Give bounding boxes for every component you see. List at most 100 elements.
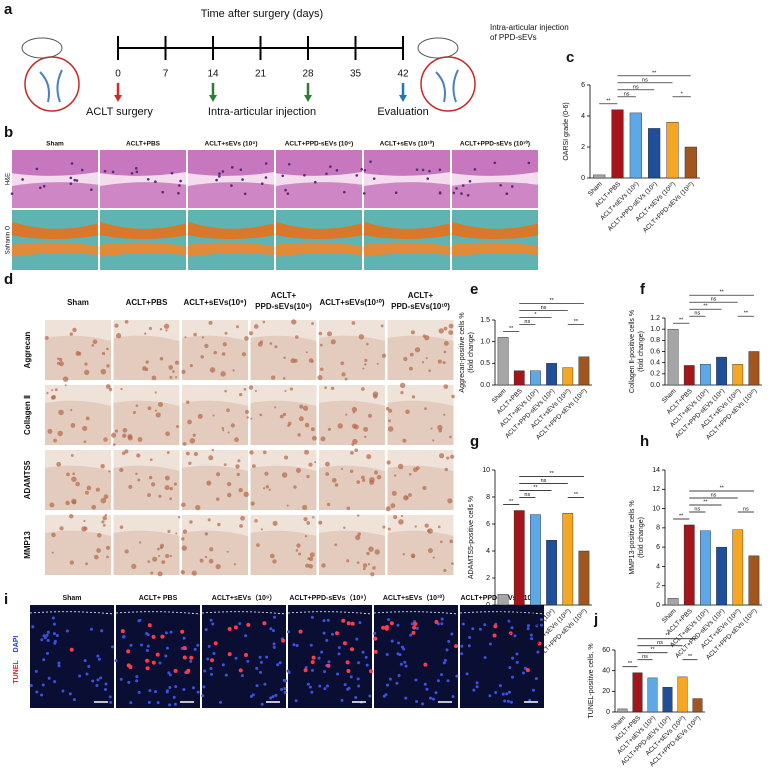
stain <box>286 504 289 507</box>
nucleus <box>523 666 527 670</box>
y-tick-label: 2 <box>581 144 585 151</box>
stain <box>302 405 309 411</box>
nucleus <box>397 674 401 678</box>
micrograph <box>385 450 455 512</box>
nucleus <box>337 652 341 656</box>
stain <box>106 364 110 368</box>
stain <box>106 555 109 559</box>
stain <box>193 451 199 457</box>
stain <box>233 563 236 566</box>
nucleus <box>434 691 438 695</box>
cell <box>281 174 284 178</box>
stain <box>111 432 117 438</box>
nucleus <box>219 700 223 704</box>
stain <box>226 481 232 487</box>
nucleus <box>40 638 44 642</box>
bar <box>593 174 606 179</box>
y-tick-label: 0.6 <box>650 348 660 355</box>
stain <box>408 493 412 497</box>
bar <box>611 109 624 179</box>
stain <box>121 451 126 456</box>
nucleus <box>440 622 444 626</box>
nucleus <box>318 684 322 688</box>
stain <box>127 435 133 441</box>
stain <box>289 387 294 391</box>
stain <box>86 485 92 491</box>
stain <box>376 474 382 480</box>
cell <box>264 176 268 179</box>
cell <box>287 163 291 166</box>
cell <box>460 192 463 195</box>
tunel-cell <box>126 663 131 668</box>
tissue <box>276 150 362 176</box>
significance-label: ns <box>541 478 547 484</box>
tunel-cell <box>389 621 394 626</box>
tissue <box>113 400 180 445</box>
stain <box>195 504 201 511</box>
cell <box>461 184 465 187</box>
stain <box>284 390 287 393</box>
stain <box>451 394 455 399</box>
tissue <box>387 400 454 445</box>
stain <box>405 409 410 415</box>
nucleus <box>135 679 139 683</box>
cell <box>329 165 332 168</box>
stain <box>83 519 86 523</box>
nucleus <box>308 685 312 689</box>
micrograph <box>111 385 180 446</box>
stain <box>105 384 111 389</box>
micrograph <box>100 210 186 270</box>
y-tick-label: 0.0 <box>480 382 490 389</box>
stain <box>414 525 417 528</box>
nucleus <box>193 647 197 651</box>
y-tick-label: 6 <box>486 521 490 528</box>
nucleus <box>447 639 451 643</box>
nucleus <box>415 626 419 630</box>
micrograph <box>100 150 186 208</box>
tissue <box>387 335 454 380</box>
nucleus <box>238 622 242 626</box>
nucleus <box>148 689 152 693</box>
micrograph <box>201 605 288 708</box>
cartilage <box>12 222 98 240</box>
stain <box>449 539 454 544</box>
bar <box>578 550 590 606</box>
stain <box>440 540 443 544</box>
stain <box>189 520 193 524</box>
nucleus <box>212 651 216 655</box>
y-axis-label: (fold change) <box>468 332 475 373</box>
cell <box>468 179 472 183</box>
panel-label: g <box>470 433 479 450</box>
nucleus <box>446 679 450 683</box>
stain <box>216 472 221 477</box>
nucleus <box>95 683 99 687</box>
nucleus <box>47 676 51 680</box>
stain <box>399 382 406 389</box>
nucleus <box>507 619 511 623</box>
tissue <box>100 150 186 176</box>
nucleus <box>373 631 377 635</box>
bar <box>748 555 760 606</box>
stain <box>430 427 433 430</box>
y-tick-label: 4 <box>656 563 660 570</box>
stain <box>450 454 455 459</box>
stain <box>334 543 338 547</box>
nucleus <box>475 681 479 685</box>
stain <box>115 333 122 339</box>
stain <box>287 421 292 426</box>
stain <box>158 554 161 557</box>
panel-label: e <box>470 281 478 298</box>
nucleus <box>460 644 464 648</box>
stain <box>268 488 271 491</box>
stain <box>262 320 266 324</box>
stain <box>100 368 107 375</box>
stain <box>444 467 449 472</box>
stain <box>72 472 75 476</box>
significance-label: ns <box>743 506 749 512</box>
bar <box>667 598 679 606</box>
stain <box>54 388 58 392</box>
tissue <box>276 182 362 208</box>
illustration-circle <box>420 56 476 112</box>
tunel-cell <box>145 666 150 671</box>
tunel-cell <box>180 629 185 634</box>
